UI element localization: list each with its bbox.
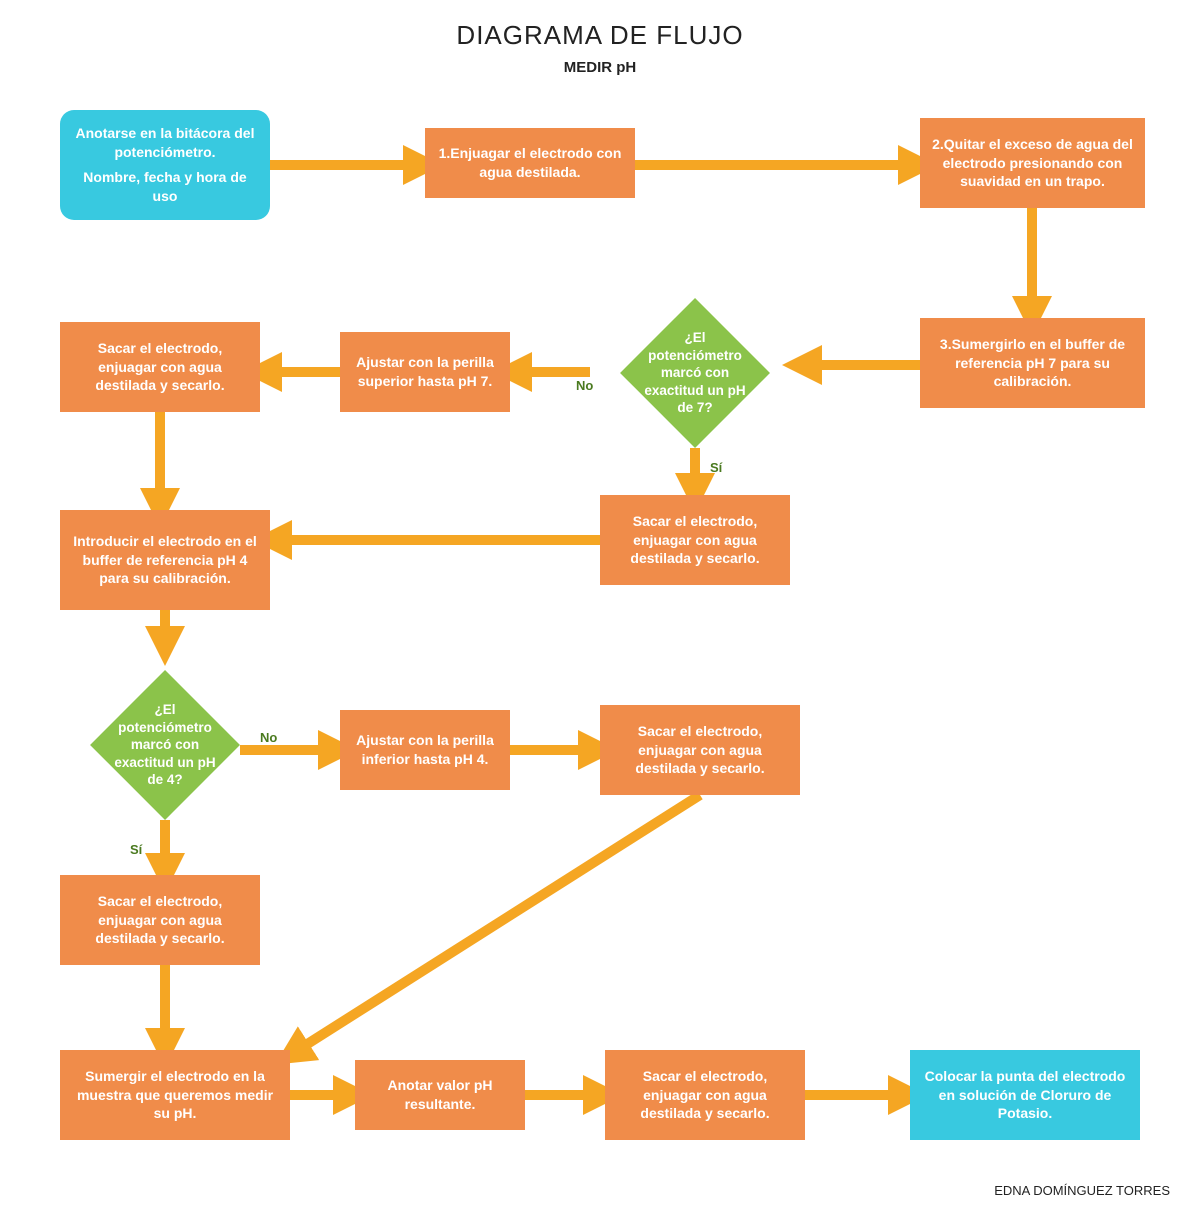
process-n_adj4: Ajustar con la perilla inferior hasta pH…	[340, 710, 510, 790]
edge-label: No	[576, 378, 593, 393]
process-n_sample: Sumergir el electrodo en la muestra que …	[60, 1050, 290, 1140]
process-n_rinseA: Sacar el electrodo, enjuagar con agua de…	[60, 322, 260, 412]
process-n_rinseC: Sacar el electrodo, enjuagar con agua de…	[600, 705, 800, 795]
process-n_p2: 2.Quitar el exceso de agua del electrodo…	[920, 118, 1145, 208]
process-n_anotar: Anotar valor pH resultante.	[355, 1060, 525, 1130]
decision-text: ¿El potenciómetro marcó con exactitud un…	[90, 670, 240, 820]
decision-n_d1: ¿El potenciómetro marcó con exactitud un…	[642, 320, 748, 426]
edge-label: Sí	[130, 842, 142, 857]
flowchart-canvas: Anotarse en la bitácora del potenciómetr…	[0, 0, 1200, 1212]
process-n_p1: 1.Enjuagar el electrodo con agua destila…	[425, 128, 635, 198]
process-n_rinseB: Sacar el electrodo, enjuagar con agua de…	[600, 495, 790, 585]
process-n_ph4: Introducir el electrodo en el buffer de …	[60, 510, 270, 610]
edge-label: No	[260, 730, 277, 745]
process-n_adj7: Ajustar con la perilla superior hasta pH…	[340, 332, 510, 412]
process-n_rinseE: Sacar el electrodo, enjuagar con agua de…	[605, 1050, 805, 1140]
start-n_start: Anotarse en la bitácora del potenciómetr…	[60, 110, 270, 220]
end-n_end: Colocar la punta del electrodo en soluci…	[910, 1050, 1140, 1140]
decision-text: ¿El potenciómetro marcó con exactitud un…	[620, 298, 770, 448]
edge-label: Sí	[710, 460, 722, 475]
decision-n_d2: ¿El potenciómetro marcó con exactitud un…	[112, 692, 218, 798]
process-n_rinseD: Sacar el electrodo, enjuagar con agua de…	[60, 875, 260, 965]
process-n_p3: 3.Sumergirlo en el buffer de referencia …	[920, 318, 1145, 408]
